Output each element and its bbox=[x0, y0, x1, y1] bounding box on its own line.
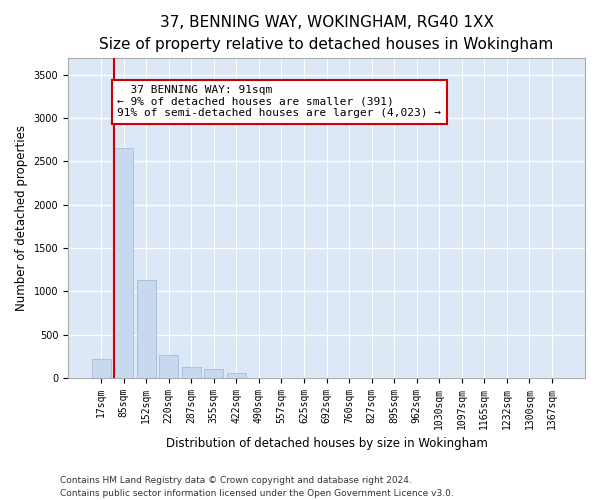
Text: Contains HM Land Registry data © Crown copyright and database right 2024.
Contai: Contains HM Land Registry data © Crown c… bbox=[60, 476, 454, 498]
Title: 37, BENNING WAY, WOKINGHAM, RG40 1XX
Size of property relative to detached house: 37, BENNING WAY, WOKINGHAM, RG40 1XX Siz… bbox=[100, 15, 554, 52]
Bar bbox=[114, 148, 133, 378]
Bar bbox=[204, 369, 223, 378]
Bar bbox=[182, 366, 201, 378]
Bar bbox=[137, 280, 156, 378]
X-axis label: Distribution of detached houses by size in Wokingham: Distribution of detached houses by size … bbox=[166, 437, 487, 450]
Bar bbox=[227, 373, 246, 378]
Text: 37 BENNING WAY: 91sqm
← 9% of detached houses are smaller (391)
91% of semi-deta: 37 BENNING WAY: 91sqm ← 9% of detached h… bbox=[118, 85, 442, 118]
Y-axis label: Number of detached properties: Number of detached properties bbox=[15, 124, 28, 310]
Bar bbox=[92, 359, 110, 378]
Bar bbox=[159, 355, 178, 378]
